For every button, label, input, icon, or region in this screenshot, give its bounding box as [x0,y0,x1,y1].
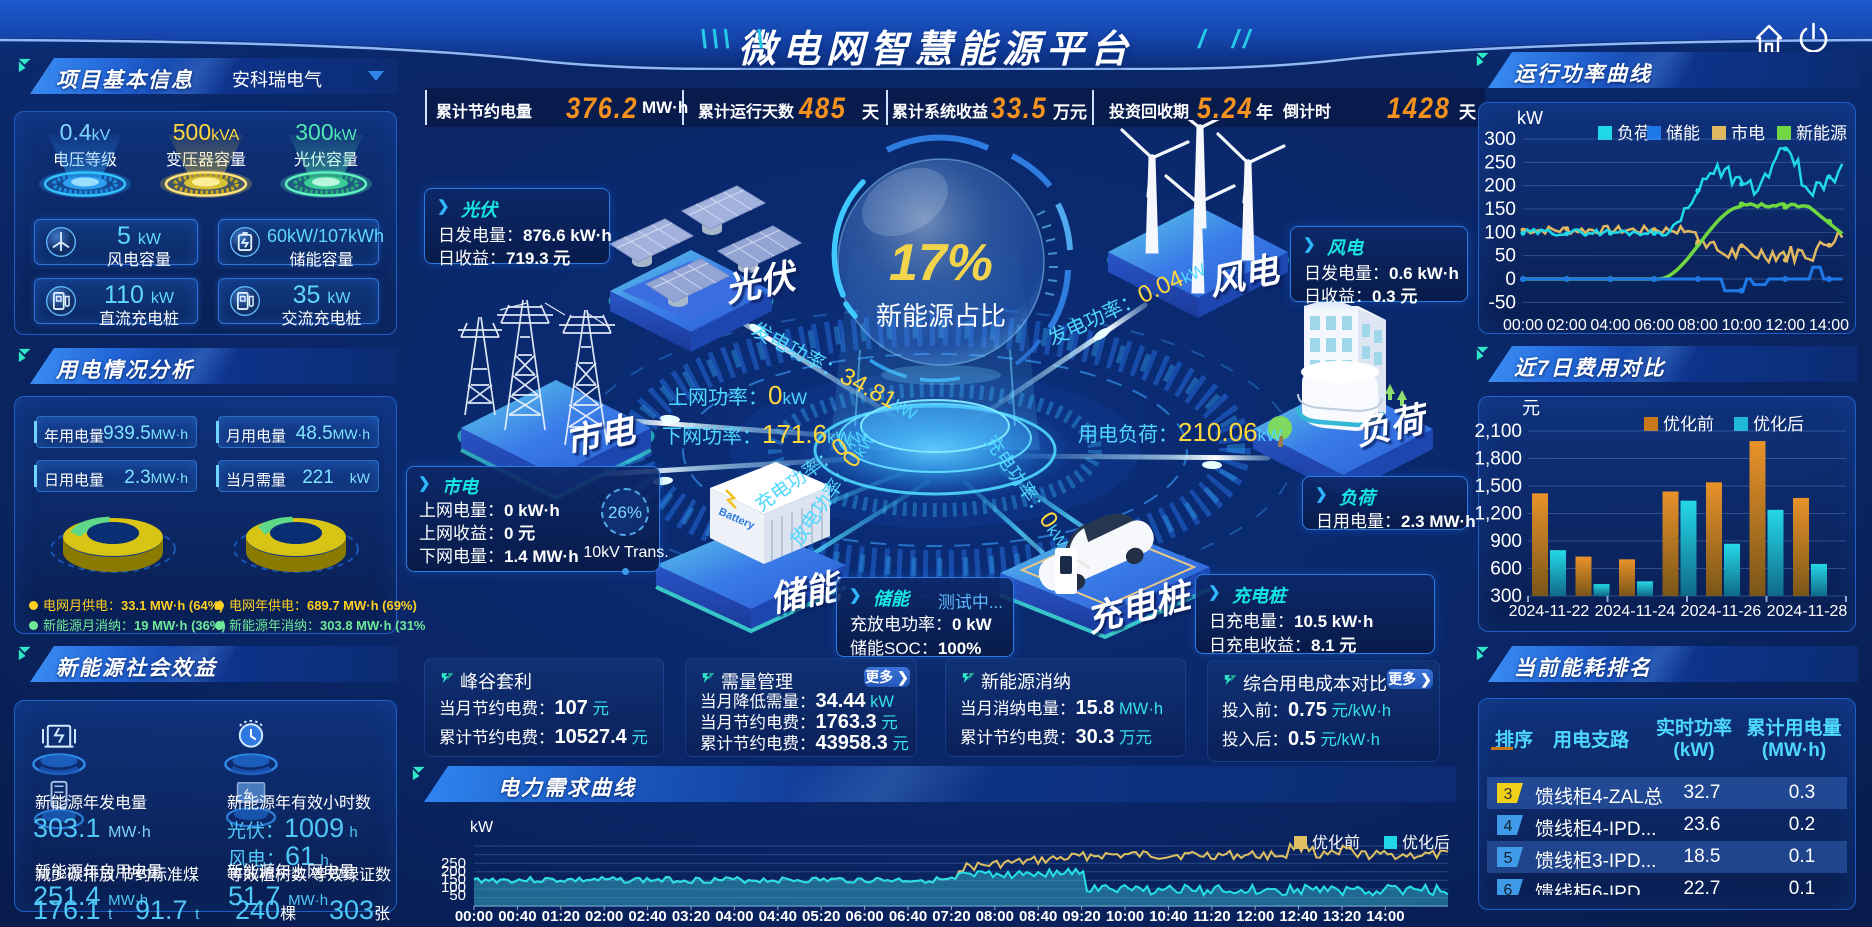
svg-text:1,800: 1,800 [1474,449,1522,470]
svg-text:6: 6 [1504,882,1513,895]
svg-text:100: 100 [441,879,466,896]
svg-text:06:00: 06:00 [845,908,883,925]
svg-text:4: 4 [1504,818,1513,835]
svg-text:100: 100 [1484,222,1516,243]
svg-text:优化后: 优化后 [1753,415,1804,434]
svg-text:10:00: 10:00 [1106,908,1144,925]
svg-text:kW: kW [1517,108,1543,128]
svg-text:3: 3 [1504,786,1513,803]
svg-text:14:00: 14:00 [1366,908,1404,925]
svg-text:2024-11-26: 2024-11-26 [1681,603,1762,620]
svg-text:300: 300 [1484,129,1516,150]
svg-text:300: 300 [1490,586,1522,607]
svg-text:储能: 储能 [1666,124,1700,143]
svg-text:250: 250 [1484,152,1516,173]
svg-text:900: 900 [1490,531,1522,552]
svg-text:市电: 市电 [1731,124,1765,143]
svg-text:1,200: 1,200 [1474,504,1522,525]
svg-text:元: 元 [1522,398,1540,418]
svg-text:5: 5 [1504,850,1513,867]
svg-text:0: 0 [1505,269,1516,290]
svg-text:04:00: 04:00 [1590,317,1630,334]
svg-text:150: 150 [1484,199,1516,220]
svg-text:10:40: 10:40 [1149,908,1187,925]
svg-text:-50: -50 [1489,292,1516,313]
svg-text:02:40: 02:40 [628,908,666,925]
svg-text:07:20: 07:20 [932,908,970,925]
svg-text:600: 600 [1490,559,1522,580]
svg-text:新能源: 新能源 [1796,124,1847,143]
svg-text:00:00: 00:00 [455,908,493,925]
svg-text:200: 200 [441,863,466,880]
svg-text:kW: kW [470,819,494,836]
svg-text:50: 50 [449,887,466,904]
svg-text:12:40: 12:40 [1279,908,1317,925]
svg-text:150: 150 [441,871,466,888]
svg-text:50: 50 [1495,246,1516,267]
svg-text:250: 250 [441,855,466,872]
svg-text:1,500: 1,500 [1474,476,1522,497]
svg-text:新能源占比: 新能源占比 [876,301,1006,331]
svg-text:光伏: 光伏 [722,256,802,310]
svg-text:10:00: 10:00 [1722,317,1762,334]
svg-text:11:20: 11:20 [1193,908,1231,925]
svg-text:负荷: 负荷 [1617,124,1651,143]
svg-text:02:00: 02:00 [585,908,623,925]
svg-text:优化后: 优化后 [1402,834,1450,852]
svg-text:06:00: 06:00 [1634,317,1674,334]
svg-text:12:00: 12:00 [1765,317,1805,334]
svg-text:06:40: 06:40 [889,908,927,925]
svg-text:2024-11-28: 2024-11-28 [1767,603,1848,620]
svg-text:2,100: 2,100 [1474,421,1522,442]
svg-text:200: 200 [1484,176,1516,197]
svg-text:05:20: 05:20 [802,908,840,925]
svg-text:03:20: 03:20 [672,908,710,925]
svg-text:04:00: 04:00 [715,908,753,925]
svg-text:优化前: 优化前 [1663,415,1714,434]
svg-text:02:00: 02:00 [1547,317,1587,334]
svg-text:08:00: 08:00 [1678,317,1718,334]
svg-text:01:20: 01:20 [542,908,580,925]
svg-text:04:40: 04:40 [759,908,797,925]
svg-text:09:20: 09:20 [1062,908,1100,925]
svg-text:00:40: 00:40 [498,908,536,925]
svg-text:14:00: 14:00 [1809,317,1849,334]
svg-text:13:20: 13:20 [1323,908,1361,925]
svg-text:2024-11-24: 2024-11-24 [1595,603,1676,620]
svg-text:08:40: 08:40 [1019,908,1057,925]
svg-text:17%: 17% [889,234,993,292]
svg-text:12:00: 12:00 [1236,908,1274,925]
svg-text:2024-11-22: 2024-11-22 [1509,603,1590,620]
svg-text:00:00: 00:00 [1503,317,1543,334]
svg-text:08:00: 08:00 [976,908,1014,925]
